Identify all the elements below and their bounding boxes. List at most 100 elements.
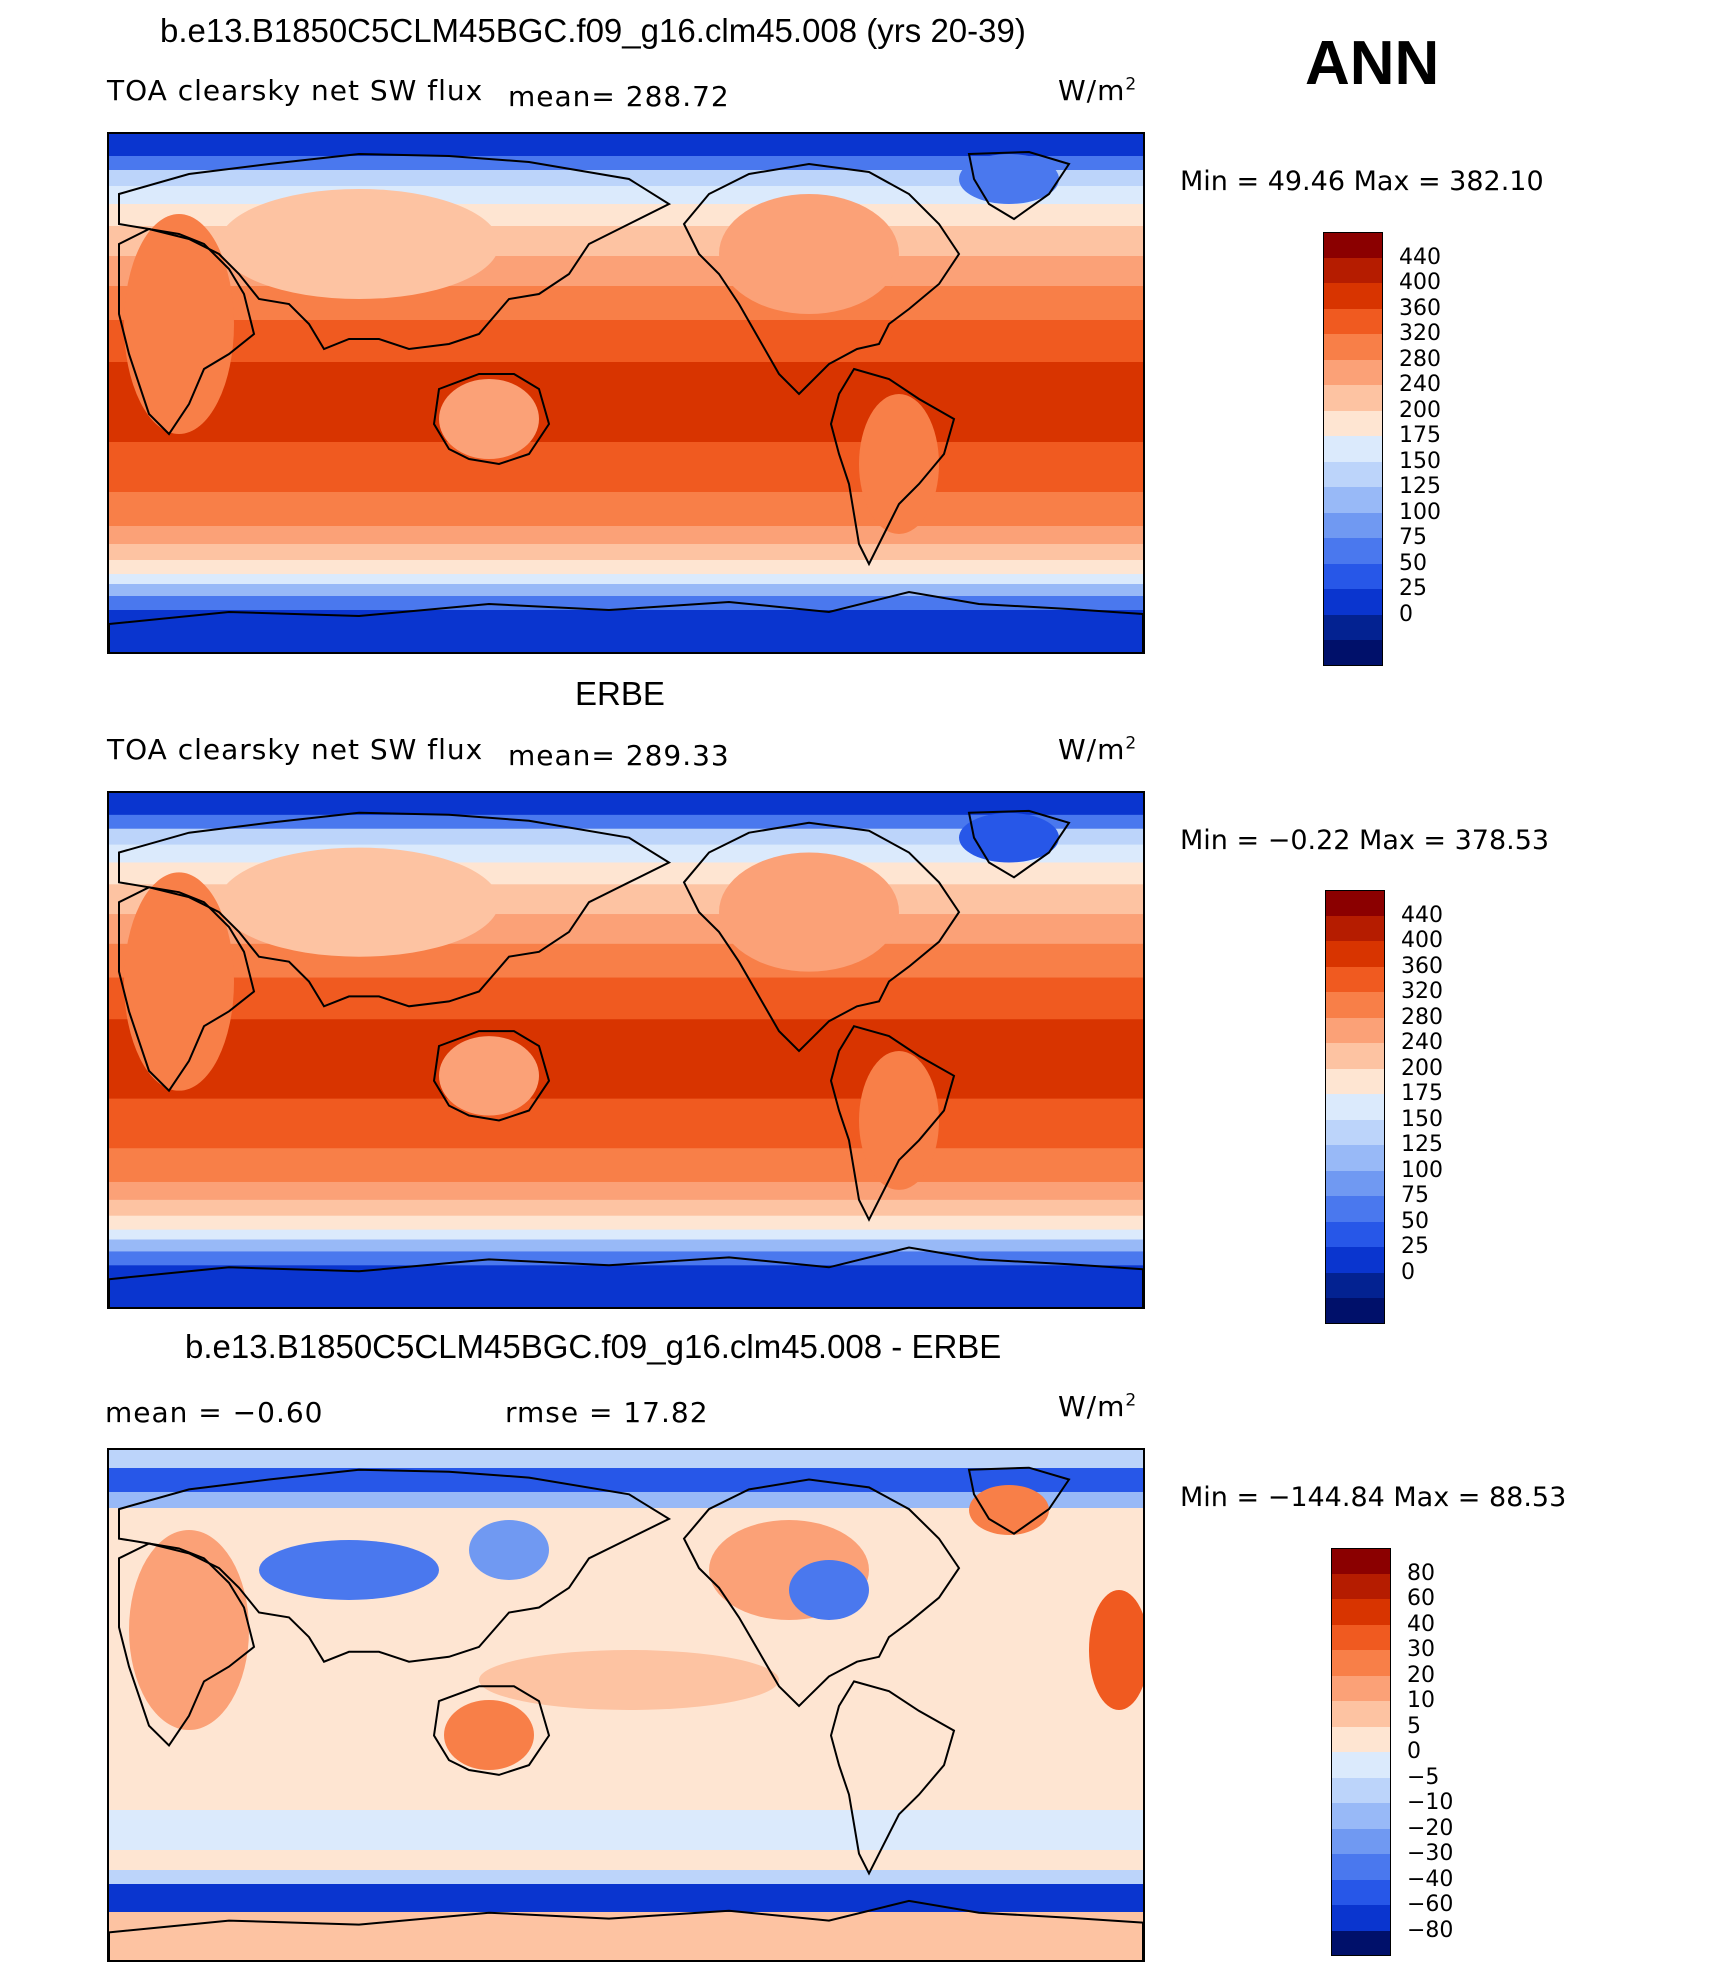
colorbar-swatch xyxy=(1331,1650,1391,1676)
colorbar-tick-label: 280 xyxy=(1399,346,1441,372)
colorbar-swatch xyxy=(1323,257,1383,283)
colorbar-tick-label: 240 xyxy=(1401,1030,1443,1055)
colorbar-swatch xyxy=(1323,232,1383,258)
colorbar-tick-label: 40 xyxy=(1407,1611,1435,1637)
panel2-title: ERBE xyxy=(575,675,665,712)
colorbar-tick-label: 20 xyxy=(1407,1662,1435,1688)
panel3-title: b.e13.B1850C5CLM45BGC.f09_g16.clm45.008 … xyxy=(185,1328,1002,1365)
colorbar-swatch xyxy=(1323,308,1383,334)
panel3-contour-field xyxy=(109,1450,1143,1960)
colorbar-tick-label: 320 xyxy=(1399,321,1441,346)
colorbar-tick-label: 125 xyxy=(1399,474,1441,499)
colorbar-tick-label: −10 xyxy=(1407,1790,1454,1815)
colorbar-tick-label: 10 xyxy=(1407,1688,1435,1713)
coastline xyxy=(432,1685,551,1776)
panel1-contour-field xyxy=(109,134,1143,652)
colorbar-swatch xyxy=(1331,1701,1391,1727)
coastline xyxy=(118,1468,672,1663)
colorbar-tick-label: 360 xyxy=(1401,953,1443,979)
colorbar-tick-label: 440 xyxy=(1401,902,1443,928)
panel2-map xyxy=(107,791,1145,1309)
panel1-map xyxy=(107,132,1145,654)
panel3-units: W/m2 xyxy=(1058,1390,1138,1423)
colorbar-swatch xyxy=(1325,966,1385,992)
colorbar-swatch xyxy=(1325,1094,1385,1120)
colorbar-tick-label: −20 xyxy=(1407,1815,1454,1841)
panel2-minmax: Min = −0.22 Max = 378.53 xyxy=(1180,825,1550,856)
panel1-title: b.e13.B1850C5CLM45BGC.f09_g16.clm45.008 … xyxy=(160,12,1026,49)
colorbar-swatch xyxy=(1323,385,1383,411)
colorbar-tick-label: −80 xyxy=(1407,1917,1454,1943)
panel1-variable-label: TOA clearsky net SW flux xyxy=(107,74,484,107)
panel1-mean-label: mean= 288.72 xyxy=(508,80,730,113)
colorbar-tick-label: 400 xyxy=(1399,270,1441,295)
coastline xyxy=(432,373,551,466)
colorbar-swatch xyxy=(1323,487,1383,513)
colorbar-swatch xyxy=(1325,1145,1385,1171)
colorbar-tick-label: −30 xyxy=(1407,1841,1454,1866)
colorbar-tick-label: 175 xyxy=(1399,423,1441,448)
coastline xyxy=(109,1246,1143,1307)
colorbar-swatch xyxy=(1323,359,1383,385)
season-label: ANN xyxy=(1305,29,1440,98)
coastline xyxy=(118,811,672,1008)
colorbar-swatch xyxy=(1331,1905,1391,1931)
colorbar-swatch xyxy=(1331,1930,1391,1956)
panel1-minmax: Min = 49.46 Max = 382.10 xyxy=(1180,166,1544,197)
colorbar-swatch xyxy=(1323,640,1383,666)
colorbar-swatch xyxy=(1323,589,1383,615)
colorbar-swatch xyxy=(1325,890,1385,916)
colorbar-tick-label: 100 xyxy=(1401,1157,1443,1183)
colorbar-swatch xyxy=(1331,1624,1391,1650)
colorbar-tick-label: 50 xyxy=(1401,1208,1429,1234)
colorbar-tick-label: 440 xyxy=(1399,244,1441,270)
colorbar-swatch xyxy=(1323,334,1383,360)
panel3-map xyxy=(107,1448,1145,1962)
colorbar-tick-label: 150 xyxy=(1401,1106,1443,1132)
colorbar-swatch xyxy=(1331,1573,1391,1599)
colorbar-swatch xyxy=(1325,1298,1385,1324)
panel1-units: W/m2 xyxy=(1058,74,1138,107)
colorbar-swatch xyxy=(1325,992,1385,1018)
colorbar-swatch xyxy=(1325,1119,1385,1145)
colorbar-tick-label: 100 xyxy=(1399,499,1441,525)
colorbar-swatch xyxy=(1331,1854,1391,1880)
colorbar-tick-label: 30 xyxy=(1407,1637,1435,1662)
colorbar-tick-label: 60 xyxy=(1407,1586,1435,1611)
coastline xyxy=(118,152,672,351)
colorbar-tick-label: 80 xyxy=(1407,1560,1435,1586)
coastline xyxy=(682,1478,961,1708)
colorbar-tick-label: 25 xyxy=(1401,1234,1429,1259)
colorbar-swatch xyxy=(1323,436,1383,462)
colorbar-tick-label: 0 xyxy=(1399,601,1413,627)
panel2-contour-field xyxy=(109,793,1143,1307)
panel3-mean-label: mean = −0.60 xyxy=(105,1396,324,1429)
panel2-variable-label: TOA clearsky net SW flux xyxy=(107,733,484,766)
colorbar-swatch xyxy=(1331,1777,1391,1803)
colorbar-tick-label: 175 xyxy=(1401,1081,1443,1106)
colorbar-swatch xyxy=(1325,1247,1385,1273)
coastline xyxy=(118,886,256,1093)
coastline xyxy=(967,809,1071,879)
panel3-minmax: Min = −144.84 Max = 88.53 xyxy=(1180,1482,1567,1513)
colorbar-swatch xyxy=(1331,1548,1391,1574)
colorbar-swatch xyxy=(1325,1196,1385,1222)
colorbar-swatch xyxy=(1323,614,1383,640)
colorbar-tick-label: 25 xyxy=(1399,576,1427,601)
colorbar-tick-label: 200 xyxy=(1401,1055,1443,1081)
colorbar-swatch xyxy=(1331,1828,1391,1854)
colorbar-swatch xyxy=(1323,461,1383,487)
colorbar-swatch xyxy=(1331,1803,1391,1829)
colorbar-swatch xyxy=(1323,283,1383,309)
colorbar-swatch xyxy=(1323,512,1383,538)
coastline xyxy=(109,590,1143,652)
coastline xyxy=(682,162,961,396)
colorbar-tick-label: −40 xyxy=(1407,1866,1454,1892)
colorbar-tick-label: −5 xyxy=(1407,1764,1440,1790)
colorbar-tick-label: 360 xyxy=(1399,295,1441,321)
panel2-units: W/m2 xyxy=(1058,733,1138,766)
colorbar-tick-label: 125 xyxy=(1401,1132,1443,1157)
coastline xyxy=(682,821,961,1053)
coastline xyxy=(118,227,256,436)
panel2-mean-label: mean= 289.33 xyxy=(508,739,730,772)
